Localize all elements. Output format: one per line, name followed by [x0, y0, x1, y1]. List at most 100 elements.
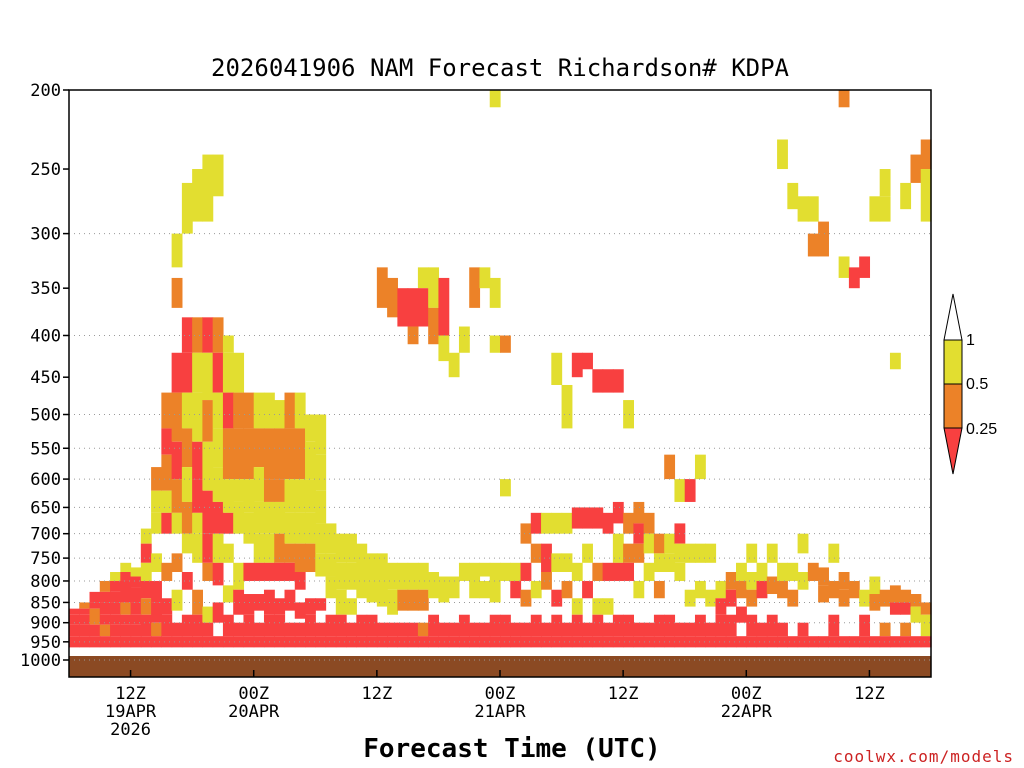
heatmap-cell — [807, 196, 819, 222]
heatmap-cell — [561, 580, 573, 599]
heatmap-cell — [151, 622, 162, 637]
heatmap-cell — [315, 490, 327, 524]
heatmap-cell — [489, 562, 501, 581]
heatmap-cell — [510, 562, 522, 581]
heatmap-cell — [335, 562, 347, 590]
heatmap-cell — [807, 233, 819, 257]
heatmap-cell — [725, 572, 737, 590]
heatmap-cell — [787, 562, 799, 581]
heatmap-cell — [807, 562, 819, 581]
heatmap-cell — [705, 589, 717, 607]
heatmap-cell — [263, 614, 275, 637]
heatmap-cell — [233, 479, 245, 502]
heatmap-cell — [592, 369, 604, 393]
x-tick-label: 12Z — [115, 684, 146, 704]
heatmap-cell — [520, 589, 532, 607]
heatmap-cell — [653, 533, 665, 554]
heatmap-cell — [171, 479, 183, 513]
heatmap-cell — [233, 501, 245, 534]
heatmap-cell — [623, 543, 634, 563]
heatmap-cell — [458, 562, 470, 581]
heatmap-cell — [530, 512, 542, 534]
x-axis-label: Forecast Time (UTC) — [363, 734, 660, 764]
heatmap-cell — [181, 572, 193, 590]
heatmap-cell — [561, 384, 573, 429]
y-tick-label: 950 — [30, 633, 61, 653]
x-tick-label: 00Z — [238, 684, 269, 704]
heatmap-cell — [818, 636, 829, 648]
x-tick-label: 21APR — [474, 702, 526, 722]
heatmap-cell — [561, 553, 573, 572]
heatmap-cell — [171, 589, 183, 611]
heatmap-cell — [818, 585, 829, 603]
heatmap-cell — [797, 533, 809, 554]
heatmap-cell — [633, 580, 645, 599]
heatmap-cell — [161, 562, 173, 581]
heatmap-cell — [253, 392, 265, 429]
heatmap-cell — [243, 594, 255, 615]
heatmap-cell — [920, 614, 932, 637]
heatmap-cell — [479, 622, 491, 637]
heatmap-cell — [489, 335, 501, 353]
heatmap-cell — [438, 335, 450, 362]
heatmap-cell — [335, 614, 347, 637]
heatmap-cell — [777, 580, 788, 599]
y-tick-label: 800 — [30, 572, 61, 592]
heatmap-cell — [274, 479, 286, 502]
heatmap-cell — [889, 585, 901, 603]
heatmap-cell — [346, 533, 357, 563]
heatmap-cell — [736, 606, 747, 623]
heatmap-cell — [879, 589, 891, 607]
heatmap-cell — [766, 636, 778, 648]
heatmap-cell — [633, 622, 645, 637]
heatmap-cell — [633, 523, 645, 544]
heatmap-cell — [192, 512, 203, 534]
heatmap-cell — [387, 277, 398, 318]
heatmap-cell — [458, 614, 470, 637]
heatmap-cell — [448, 576, 460, 599]
heatmap-cell — [366, 580, 378, 603]
heatmap-cell — [746, 543, 758, 563]
heatmap-cell — [99, 580, 111, 592]
heatmap-cell — [151, 602, 162, 623]
heatmap-cell — [489, 277, 501, 308]
heatmap-cell — [397, 636, 409, 648]
heatmap-cell — [243, 392, 255, 429]
heatmap-cell — [212, 501, 224, 534]
heatmap-cell — [110, 636, 121, 648]
heatmap-cell — [746, 636, 758, 648]
heatmap-cell — [602, 598, 614, 615]
heatmap-cell — [684, 543, 696, 563]
heatmap-cell — [859, 589, 871, 607]
heatmap-cell — [120, 580, 132, 603]
credit-link[interactable]: coolwx.com/models — [833, 747, 1014, 766]
heatmap-cell — [130, 636, 142, 648]
heatmap-cell — [428, 267, 440, 308]
heatmap-cell — [541, 512, 552, 534]
heatmap-cell — [787, 589, 799, 607]
heatmap-cell — [233, 392, 245, 429]
heatmap-cell — [192, 479, 203, 513]
heatmap-cell — [551, 553, 563, 572]
heatmap-cell — [777, 622, 788, 637]
heatmap-cell — [889, 352, 901, 370]
heatmap-cell — [674, 479, 686, 502]
heatmap-cell — [571, 636, 583, 648]
heatmap-cell — [561, 622, 573, 637]
heatmap-cell — [818, 567, 829, 586]
heatmap-cell — [161, 428, 173, 455]
heatmap-cell — [243, 562, 255, 581]
heatmap-cell — [305, 636, 316, 648]
heatmap-cell — [602, 512, 614, 534]
heatmap-cell — [130, 614, 142, 625]
y-tick-label: 700 — [30, 525, 61, 545]
heatmap-cell — [202, 622, 214, 637]
heatmap-cell — [746, 572, 758, 590]
heatmap-cell — [202, 636, 214, 648]
heatmap-cell — [202, 533, 214, 563]
heatmap-cell — [571, 598, 583, 615]
heatmap-cell — [181, 392, 193, 429]
heatmap-cell — [376, 553, 388, 581]
heatmap-cell — [171, 233, 183, 268]
heatmap-cell — [222, 392, 234, 429]
